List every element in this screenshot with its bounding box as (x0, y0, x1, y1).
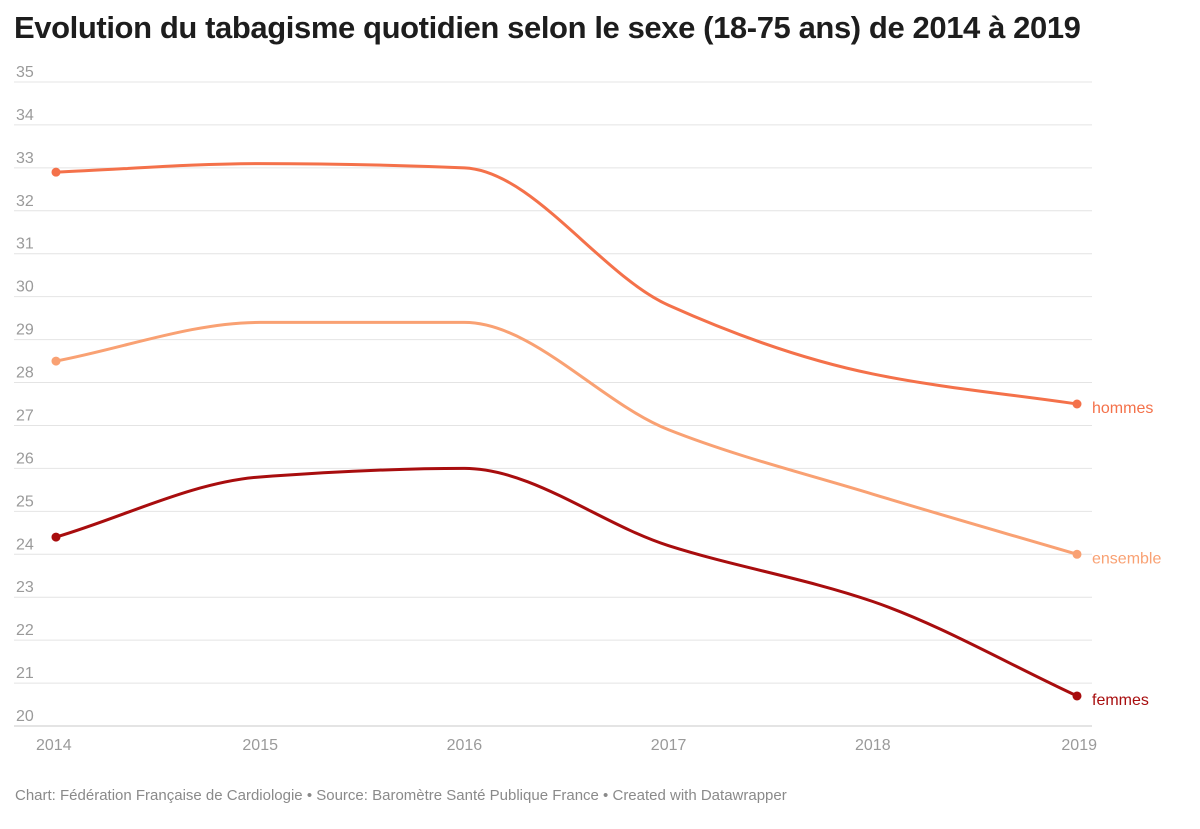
data-point-end-ensemble (1072, 549, 1082, 559)
series-lines (51, 162, 1082, 701)
chart-title: Evolution du tabagisme quotidien selon l… (14, 10, 1081, 45)
y-tick-label: 31 (16, 236, 34, 253)
y-tick-label: 33 (16, 150, 34, 167)
y-tick-label: 35 (16, 64, 34, 81)
data-point-start-hommes (51, 167, 61, 177)
x-axis-ticks: 2014 2015 2016 2017 2018 2019 (36, 737, 1097, 754)
series-label-hommes: hommes (1092, 400, 1153, 417)
y-tick-label: 20 (16, 708, 34, 725)
data-point-end-femmes (1072, 691, 1082, 701)
y-tick-label: 34 (16, 107, 34, 124)
series-line-ensemble (54, 320, 1079, 556)
x-tick-label: 2016 (447, 737, 483, 754)
series-labels: hommes ensemble femmes (1092, 400, 1161, 709)
y-tick-label: 26 (16, 450, 34, 467)
x-tick-label: 2019 (1061, 737, 1097, 754)
y-axis-ticks: 20 21 22 23 24 25 26 27 28 29 30 31 32 33 34 35 (16, 64, 34, 725)
series-label-ensemble: ensemble (1092, 550, 1161, 567)
data-point-start-femmes (51, 532, 61, 542)
x-tick-label: 2015 (242, 737, 278, 754)
y-tick-label: 27 (16, 407, 34, 424)
grid-lines (14, 81, 1092, 727)
y-tick-label: 23 (16, 579, 34, 596)
y-tick-label: 21 (16, 665, 34, 682)
x-tick-label: 2017 (651, 737, 687, 754)
y-tick-label: 29 (16, 322, 34, 339)
x-tick-label: 2014 (36, 737, 72, 754)
y-tick-label: 28 (16, 365, 34, 382)
y-tick-label: 24 (16, 536, 34, 553)
y-tick-label: 22 (16, 622, 34, 639)
series-line-femmes (54, 466, 1079, 698)
x-tick-label: 2018 (855, 737, 891, 754)
y-tick-label: 25 (16, 493, 34, 510)
y-tick-label: 32 (16, 193, 34, 210)
series-label-femmes: femmes (1092, 692, 1149, 709)
y-tick-label: 30 (16, 279, 34, 296)
data-point-end-hommes (1072, 399, 1082, 409)
data-point-start-ensemble (51, 356, 61, 366)
series-line-hommes (54, 162, 1079, 406)
chart-footer: Chart: Fédération Française de Cardiolog… (15, 787, 787, 804)
